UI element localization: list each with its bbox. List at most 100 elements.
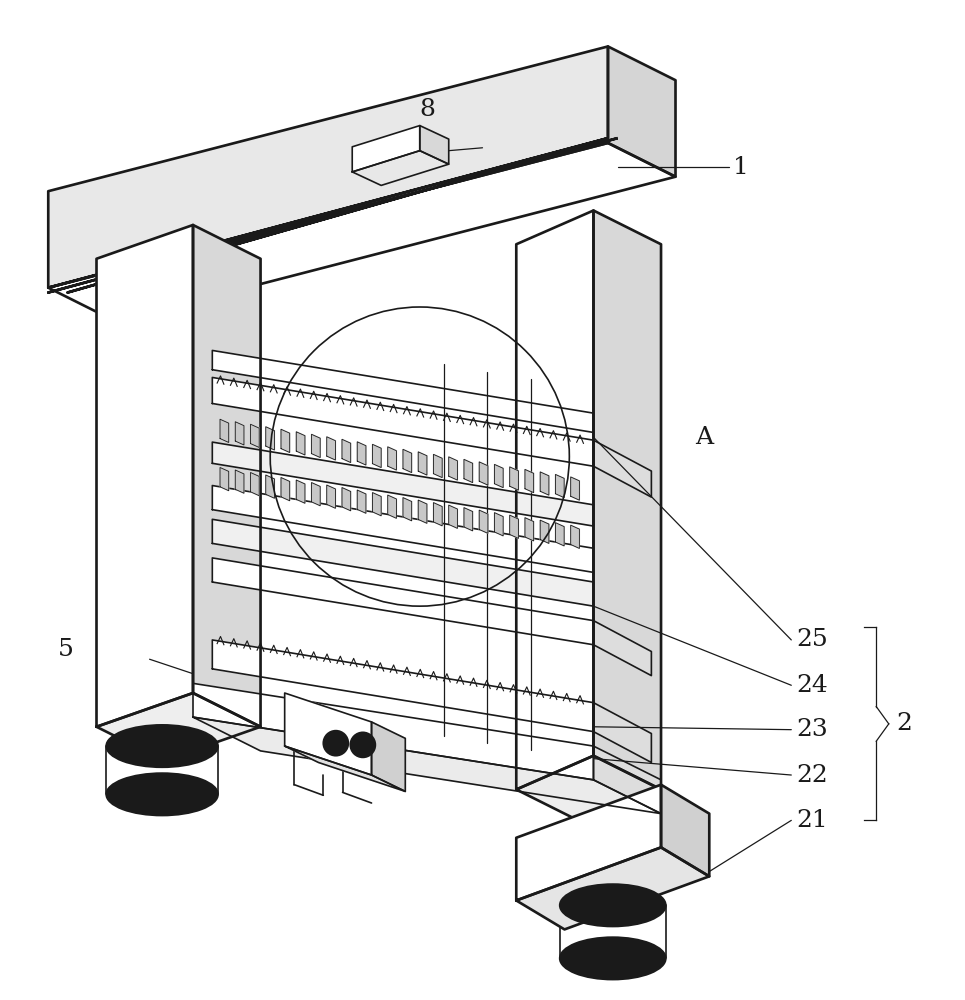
Text: 22: 22	[796, 764, 828, 787]
Text: 23: 23	[796, 718, 828, 741]
Polygon shape	[510, 467, 518, 490]
Text: 24: 24	[796, 674, 828, 697]
Polygon shape	[494, 513, 503, 536]
Polygon shape	[48, 143, 675, 321]
Polygon shape	[68, 138, 608, 293]
Polygon shape	[480, 510, 488, 533]
Polygon shape	[281, 478, 290, 501]
Polygon shape	[96, 693, 261, 761]
Polygon shape	[464, 508, 473, 531]
Polygon shape	[285, 746, 405, 791]
Polygon shape	[570, 477, 579, 500]
Polygon shape	[48, 138, 608, 288]
Text: 21: 21	[796, 809, 828, 832]
Polygon shape	[480, 462, 488, 485]
Polygon shape	[403, 498, 412, 521]
Polygon shape	[220, 467, 229, 491]
Polygon shape	[449, 505, 457, 528]
Polygon shape	[342, 439, 350, 463]
Polygon shape	[516, 211, 593, 790]
Polygon shape	[296, 480, 305, 503]
Polygon shape	[525, 469, 534, 493]
Polygon shape	[212, 486, 593, 572]
Ellipse shape	[106, 725, 218, 767]
Polygon shape	[593, 440, 651, 497]
Polygon shape	[372, 722, 405, 791]
Polygon shape	[433, 454, 442, 478]
Polygon shape	[556, 474, 565, 498]
Polygon shape	[193, 225, 261, 727]
Polygon shape	[357, 490, 366, 513]
Polygon shape	[312, 434, 320, 458]
Polygon shape	[403, 449, 412, 473]
Polygon shape	[352, 151, 449, 185]
Polygon shape	[540, 472, 549, 495]
Polygon shape	[235, 470, 244, 493]
Polygon shape	[464, 459, 473, 483]
Polygon shape	[494, 464, 503, 488]
Polygon shape	[327, 437, 336, 460]
Polygon shape	[418, 500, 427, 523]
Ellipse shape	[106, 773, 218, 816]
Polygon shape	[593, 703, 651, 762]
Polygon shape	[296, 432, 305, 455]
Polygon shape	[327, 485, 336, 508]
Polygon shape	[449, 457, 457, 480]
Polygon shape	[285, 693, 372, 775]
Polygon shape	[342, 488, 350, 511]
Polygon shape	[372, 493, 381, 516]
Polygon shape	[48, 46, 608, 288]
Text: 5: 5	[58, 638, 73, 661]
Polygon shape	[212, 640, 593, 732]
Text: 8: 8	[420, 98, 435, 121]
Text: A: A	[695, 426, 713, 449]
Polygon shape	[357, 442, 366, 465]
Polygon shape	[420, 126, 449, 164]
Polygon shape	[372, 444, 381, 468]
Polygon shape	[352, 126, 420, 172]
Polygon shape	[516, 785, 661, 900]
Polygon shape	[661, 785, 709, 876]
Polygon shape	[608, 46, 676, 177]
Polygon shape	[281, 429, 290, 452]
Polygon shape	[48, 138, 618, 293]
Polygon shape	[510, 515, 518, 538]
Polygon shape	[193, 683, 593, 780]
Polygon shape	[212, 442, 593, 526]
Polygon shape	[220, 419, 229, 442]
Polygon shape	[265, 427, 274, 450]
Polygon shape	[593, 746, 661, 814]
Ellipse shape	[560, 884, 666, 927]
Polygon shape	[540, 520, 549, 543]
Polygon shape	[593, 621, 651, 676]
Polygon shape	[312, 483, 320, 506]
Polygon shape	[251, 424, 260, 447]
Text: 2: 2	[896, 712, 912, 735]
Polygon shape	[212, 558, 593, 645]
Circle shape	[357, 739, 369, 751]
Text: 25: 25	[796, 628, 828, 651]
Polygon shape	[556, 523, 565, 546]
Polygon shape	[388, 495, 397, 518]
Circle shape	[350, 732, 375, 757]
Polygon shape	[265, 475, 274, 498]
Polygon shape	[212, 377, 593, 466]
Polygon shape	[516, 756, 661, 823]
Polygon shape	[418, 452, 427, 475]
Ellipse shape	[560, 937, 666, 980]
Polygon shape	[388, 447, 397, 470]
Polygon shape	[193, 717, 661, 814]
Polygon shape	[570, 525, 579, 548]
Polygon shape	[235, 422, 244, 445]
Text: 1: 1	[733, 156, 749, 179]
Polygon shape	[96, 225, 193, 727]
Circle shape	[323, 731, 348, 756]
Polygon shape	[593, 211, 661, 790]
Polygon shape	[212, 519, 593, 606]
Circle shape	[330, 737, 342, 749]
Polygon shape	[516, 847, 709, 929]
Polygon shape	[525, 518, 534, 541]
Polygon shape	[212, 350, 593, 432]
Polygon shape	[251, 473, 260, 496]
Polygon shape	[433, 503, 442, 526]
